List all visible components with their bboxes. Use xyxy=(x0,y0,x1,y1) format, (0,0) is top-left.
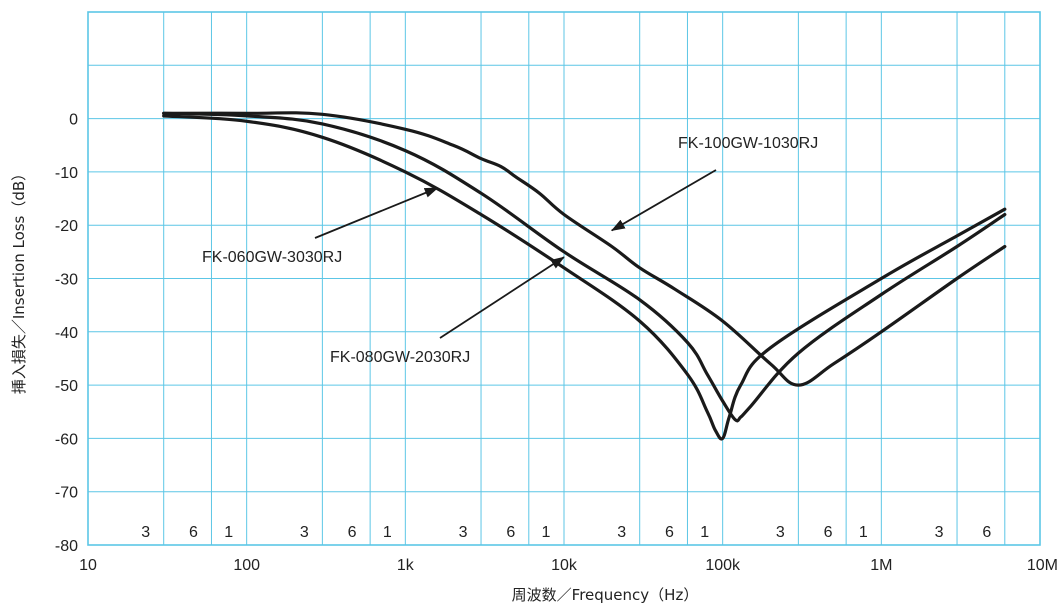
x-tick-label: 10M xyxy=(1027,557,1058,574)
minor-tick-label: 6 xyxy=(982,524,991,541)
y-tick-label: -20 xyxy=(55,218,78,235)
callout-arrow xyxy=(610,169,717,232)
series-callout-label: FK-100GW-1030RJ xyxy=(678,135,818,152)
x-tick-labels: 10 100 1k 10k 100k 1M 10M xyxy=(79,557,1058,574)
x-tick-label: 10k xyxy=(551,557,578,574)
minor-tick-label: 6 xyxy=(824,524,833,541)
y-tick-label: -40 xyxy=(55,325,78,342)
series-layer xyxy=(162,111,1007,441)
y-tick-label: -50 xyxy=(55,378,78,395)
x-tick-label: 100k xyxy=(705,557,741,574)
minor-tick-label: 3 xyxy=(141,524,150,541)
x-tick-label: 1k xyxy=(397,557,415,574)
y-tick-labels: 0 -10 -20 -30 -40 -50 -60 -70 -80 xyxy=(55,112,78,555)
callout-arrow xyxy=(439,256,565,339)
series-line-1 xyxy=(162,111,1007,387)
minor-tick-label: 3 xyxy=(776,524,785,541)
series-line-2 xyxy=(162,111,1007,423)
minor-tick-label: 3 xyxy=(300,524,309,541)
x-axis-label: 周波数／Frequency（Hz） xyxy=(512,586,699,604)
minor-tick-labels: 3 6 1 3 6 1 3 6 1 3 6 1 3 6 1 3 6 xyxy=(141,524,991,541)
x-tick-label: 10 xyxy=(79,557,97,574)
minor-tick-label: 6 xyxy=(506,524,515,541)
grid-lines xyxy=(88,12,1040,545)
minor-tick-label: 1 xyxy=(224,524,233,541)
y-tick-label: -30 xyxy=(55,272,78,289)
minor-tick-label: 1 xyxy=(700,524,709,541)
series-line-3 xyxy=(162,114,1007,441)
y-tick-label: -70 xyxy=(55,485,78,502)
minor-tick-label: 3 xyxy=(935,524,944,541)
minor-tick-label: 1 xyxy=(383,524,392,541)
minor-tick-label: 1 xyxy=(542,524,551,541)
x-tick-label: 100 xyxy=(233,557,260,574)
series-callout-label: FK-080GW-2030RJ xyxy=(330,349,470,366)
minor-tick-label: 3 xyxy=(617,524,626,541)
y-axis-label: 挿入損失／Insertion Loss（dB） xyxy=(10,166,28,394)
y-tick-label: -60 xyxy=(55,431,78,448)
callout-arrow xyxy=(314,187,439,239)
x-tick-label: 1M xyxy=(870,557,892,574)
minor-tick-label: 6 xyxy=(665,524,674,541)
minor-tick-label: 3 xyxy=(459,524,468,541)
minor-tick-label: 6 xyxy=(189,524,198,541)
series-callout-label: FK-060GW-3030RJ xyxy=(202,249,342,266)
minor-tick-label: 1 xyxy=(859,524,868,541)
y-tick-label: 0 xyxy=(69,112,78,129)
plot-frame xyxy=(87,11,1041,546)
y-tick-label: -80 xyxy=(55,538,78,555)
y-tick-label: -10 xyxy=(55,165,78,182)
annotation-layer: FK-100GW-1030RJ FK-060GW-3030RJ FK-080GW-2… xyxy=(202,135,818,366)
minor-tick-label: 6 xyxy=(348,524,357,541)
